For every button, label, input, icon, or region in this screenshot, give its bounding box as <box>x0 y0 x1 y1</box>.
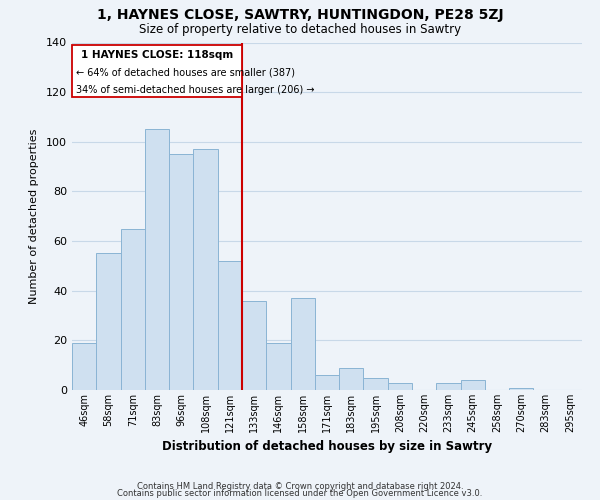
Bar <box>169 154 193 390</box>
Text: Contains HM Land Registry data © Crown copyright and database right 2024.: Contains HM Land Registry data © Crown c… <box>137 482 463 491</box>
Bar <box>72 343 96 390</box>
Bar <box>509 388 533 390</box>
Text: 34% of semi-detached houses are larger (206) →: 34% of semi-detached houses are larger (… <box>76 84 314 94</box>
Text: ← 64% of detached houses are smaller (387): ← 64% of detached houses are smaller (38… <box>76 68 295 78</box>
Y-axis label: Number of detached properties: Number of detached properties <box>29 128 39 304</box>
Bar <box>193 149 218 390</box>
FancyBboxPatch shape <box>73 45 242 97</box>
Bar <box>266 343 290 390</box>
Text: Size of property relative to detached houses in Sawtry: Size of property relative to detached ho… <box>139 22 461 36</box>
Bar <box>339 368 364 390</box>
Bar <box>436 382 461 390</box>
Bar <box>145 130 169 390</box>
Bar <box>290 298 315 390</box>
Text: 1 HAYNES CLOSE: 118sqm: 1 HAYNES CLOSE: 118sqm <box>81 50 233 60</box>
Bar <box>121 228 145 390</box>
Bar <box>218 261 242 390</box>
Bar <box>388 382 412 390</box>
Bar <box>242 300 266 390</box>
Bar <box>315 375 339 390</box>
Bar <box>364 378 388 390</box>
Text: Contains public sector information licensed under the Open Government Licence v3: Contains public sector information licen… <box>118 489 482 498</box>
X-axis label: Distribution of detached houses by size in Sawtry: Distribution of detached houses by size … <box>162 440 492 454</box>
Bar <box>461 380 485 390</box>
Bar <box>96 254 121 390</box>
Text: 1, HAYNES CLOSE, SAWTRY, HUNTINGDON, PE28 5ZJ: 1, HAYNES CLOSE, SAWTRY, HUNTINGDON, PE2… <box>97 8 503 22</box>
